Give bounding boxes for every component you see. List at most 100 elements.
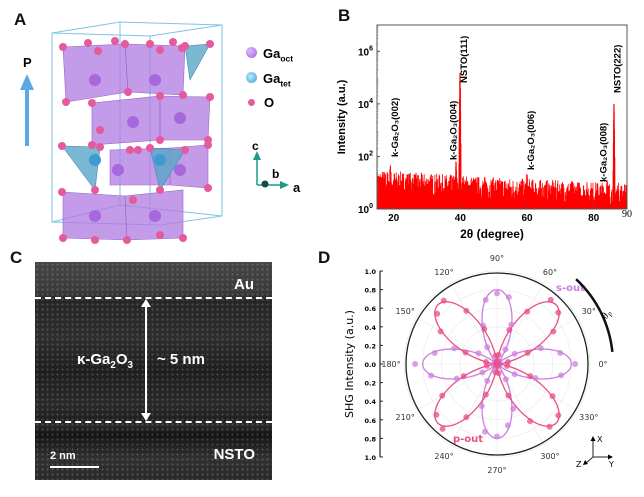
oxygen-atom bbox=[84, 39, 92, 47]
peak-label: k-Ga₂O₃(006) bbox=[526, 111, 537, 170]
polarization-arrow bbox=[20, 74, 34, 146]
polarization-label: P bbox=[23, 55, 32, 70]
data-point-p-out bbox=[555, 412, 562, 419]
oxygen-atom bbox=[111, 37, 119, 45]
x-axis-title: 2θ (degree) bbox=[460, 227, 524, 241]
oxygen-atom bbox=[88, 99, 96, 107]
tem-image: Au κ-Ga2O3 ~ 5 nm 2 nm NSTO bbox=[35, 262, 272, 480]
data-point-s-out bbox=[504, 422, 511, 429]
data-point-s-out bbox=[478, 402, 485, 409]
angle-tick-label: 30° bbox=[582, 307, 596, 316]
data-point-p-out bbox=[483, 362, 490, 369]
peak-label: k-Ga₂O₃(004) bbox=[449, 101, 460, 160]
radial-tick-label: 0.2 bbox=[364, 342, 376, 350]
data-point-s-out bbox=[484, 344, 491, 351]
y-tick-label: 106 bbox=[358, 45, 373, 58]
data-point-s-out bbox=[451, 345, 458, 352]
oxygen-atom bbox=[123, 236, 131, 244]
data-point-p-out bbox=[505, 392, 512, 399]
data-point-s-out bbox=[453, 375, 460, 382]
data-point-s-out bbox=[482, 428, 489, 435]
angle-tick-label: 240° bbox=[434, 452, 453, 461]
data-point-s-out bbox=[412, 361, 419, 367]
triad-z-axis bbox=[585, 456, 594, 464]
oxygen-atom bbox=[181, 146, 189, 154]
data-point-p-out bbox=[494, 362, 500, 369]
ga-tet-ball-icon bbox=[246, 71, 257, 83]
legend-label: O bbox=[264, 95, 275, 111]
data-point-s-out bbox=[479, 369, 486, 376]
y-tick-label: 102 bbox=[358, 150, 373, 163]
oxygen-atom bbox=[179, 91, 187, 99]
triad-x-arrow bbox=[590, 436, 596, 441]
legend-sub: tet bbox=[280, 78, 291, 89]
oxygen-atom bbox=[178, 44, 186, 52]
ga-oct-atom bbox=[89, 74, 101, 86]
axis-a-label: a bbox=[293, 180, 301, 195]
data-point-p-out bbox=[460, 373, 467, 380]
radial-tick-label: 0.6 bbox=[364, 417, 376, 425]
radial-tick-label: 0.8 bbox=[364, 287, 376, 295]
data-point-p-out bbox=[481, 326, 488, 333]
oxygen-atom bbox=[91, 186, 99, 194]
theta-label: θp bbox=[600, 308, 615, 322]
data-point-p-out bbox=[437, 328, 444, 335]
film-label: κ-Ga2O3 bbox=[77, 351, 133, 371]
nsto-label: NSTO bbox=[213, 446, 255, 463]
ga-oct-atom bbox=[149, 210, 161, 222]
y-tick-label: 104 bbox=[358, 98, 373, 111]
data-point-s-out bbox=[502, 376, 509, 383]
crystal-structure: P c b a bbox=[20, 21, 301, 244]
radial-tick-label: 0.4 bbox=[364, 398, 376, 406]
angle-tick-label: 330° bbox=[579, 413, 598, 422]
data-point-s-out bbox=[572, 361, 579, 367]
x-tick-label: 60 bbox=[521, 213, 533, 224]
angle-tick-label: 300° bbox=[540, 452, 559, 461]
data-point-p-out bbox=[524, 349, 531, 356]
oxygen-atom bbox=[156, 186, 164, 194]
oxygen-atom bbox=[62, 98, 70, 106]
oxygen-atom bbox=[204, 141, 212, 149]
oxygen-atom bbox=[94, 47, 102, 55]
legend: Ga oct Gatet O bbox=[246, 44, 293, 113]
ga-oct-atom bbox=[174, 164, 186, 176]
angle-tick-label: 60° bbox=[543, 268, 557, 277]
oxygen-ball-icon bbox=[248, 99, 255, 107]
oxygen-atom bbox=[146, 40, 154, 48]
data-point-p-out bbox=[550, 328, 557, 335]
ga-oct-atom bbox=[127, 116, 139, 128]
data-point-s-out bbox=[502, 346, 509, 353]
oxygen-atom bbox=[169, 38, 177, 46]
y-axis-title: Intensity (a.u.) bbox=[336, 79, 348, 154]
oxygen-atom bbox=[156, 231, 164, 239]
data-point-p-out bbox=[524, 308, 531, 315]
data-point-s-out bbox=[431, 350, 438, 357]
oxygen-atom bbox=[96, 143, 104, 151]
data-point-p-out bbox=[463, 307, 470, 314]
radial-tick-label: 0.4 bbox=[364, 324, 376, 332]
legend-item-ga-tet: Gatet bbox=[246, 69, 293, 94]
peak-label: k-Ga₂O₃(008) bbox=[599, 123, 610, 182]
angle-tick-label: 270° bbox=[487, 466, 506, 475]
peak-label: NSTO(222) bbox=[613, 45, 624, 93]
plot-frame bbox=[376, 24, 628, 210]
oxygen-atom bbox=[126, 146, 134, 154]
data-point-p-out bbox=[549, 393, 556, 400]
angle-tick-label: 180° bbox=[381, 360, 400, 369]
data-point-s-out bbox=[475, 350, 482, 357]
data-point-p-out bbox=[462, 349, 469, 356]
triad-z-label: Z bbox=[576, 460, 582, 469]
data-point-s-out bbox=[428, 372, 435, 379]
data-point-p-out bbox=[463, 414, 470, 421]
legend-label: Ga bbox=[263, 70, 281, 86]
data-point-s-out bbox=[494, 433, 500, 440]
polar-frame bbox=[405, 272, 589, 456]
radial-tick-label: 0.8 bbox=[364, 435, 376, 443]
data-point-p-out bbox=[433, 411, 440, 418]
oxygen-atom bbox=[134, 146, 142, 154]
radial-tick-label: 1.0 bbox=[364, 454, 376, 462]
oxygen-atom bbox=[206, 40, 214, 48]
legend-sub: oct bbox=[280, 53, 293, 64]
radial-tick-label: 0.2 bbox=[364, 380, 376, 388]
data-point-s-out bbox=[537, 345, 544, 352]
